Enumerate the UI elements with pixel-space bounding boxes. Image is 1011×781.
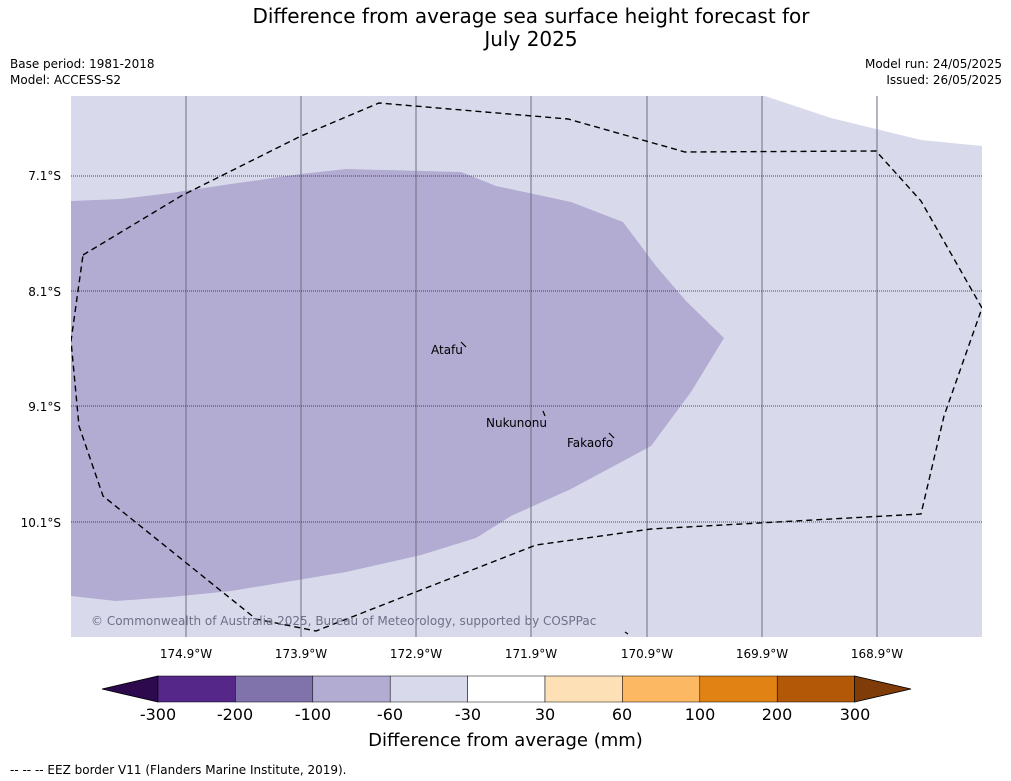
colorbar-tick: -30 (454, 705, 482, 724)
lon-label: 174.9°W (159, 647, 213, 661)
land-mask (765, 96, 982, 146)
place-label-atafu: Atafu (431, 343, 463, 357)
island-nukunonu (542, 410, 546, 417)
map-title-line1: Difference from average sea surface heig… (252, 4, 810, 28)
base-period: Base period: 1981-2018 (10, 57, 155, 71)
colorbar-segment (235, 675, 314, 703)
colorbar-extend-low (101, 675, 159, 703)
colorbar-tick: -300 (139, 705, 177, 724)
meta-left: Base period: 1981-2018 Model: ACCESS-S2 (10, 56, 155, 88)
island-swains (624, 631, 629, 635)
islands (460, 341, 629, 635)
colorbar-tick: 100 (684, 705, 716, 724)
lon-label: 170.9°W (620, 647, 674, 661)
lon-label: 168.9°W (850, 647, 904, 661)
colorbar-tick: -60 (376, 705, 404, 724)
copyright-text: © Commonwealth of Australia 2025, Bureau… (91, 614, 597, 628)
colorbar-segment (157, 675, 236, 703)
place-label-fakaofo: Fakaofo (567, 436, 614, 450)
eez-border (71, 102, 982, 632)
meta-right: Model run: 24/05/2025 Issued: 26/05/2025 (865, 56, 1002, 88)
colorbar-segment (389, 675, 468, 703)
colorbar-label: Difference from average (mm) (368, 730, 643, 751)
model-name: Model: ACCESS-S2 (10, 73, 122, 87)
colorbar-segment (699, 675, 778, 703)
model-run: Model run: 24/05/2025 (864, 57, 1002, 71)
anomaly-region (71, 169, 724, 601)
lat-label: 10.1°S (20, 516, 61, 530)
map-title: Difference from average sea surface heig… (0, 5, 1011, 51)
eez-footnote: -- -- -- EEZ border V11 (Flanders Marine… (10, 763, 347, 777)
map-svg (71, 96, 982, 637)
colorbar-segment (467, 675, 546, 703)
lat-label: 9.1°S (28, 400, 61, 414)
lon-label: 173.9°W (274, 647, 328, 661)
colorbar-tick: -200 (216, 705, 254, 724)
place-label-nukunonu: Nukunonu (486, 416, 547, 430)
map-title-line2: July 2025 (484, 27, 578, 51)
colorbar-segment (622, 675, 701, 703)
colorbar-tick: 300 (839, 705, 871, 724)
island-atafu (460, 341, 467, 348)
colorbar-tick: 200 (761, 705, 793, 724)
colorbar-segment (544, 675, 623, 703)
lat-label: 8.1°S (28, 285, 61, 299)
colorbar-tick: 30 (534, 705, 556, 724)
lon-label: 172.9°W (389, 647, 443, 661)
colorbar-extend-high (854, 675, 912, 703)
issued-date: Issued: 26/05/2025 (886, 73, 1002, 87)
colorbar-segment (312, 675, 391, 703)
lon-label: 169.9°W (735, 647, 789, 661)
colorbar (101, 675, 912, 703)
colorbar-segment (776, 675, 855, 703)
map-panel (71, 96, 982, 637)
colorbar-tick: -100 (294, 705, 332, 724)
island-fakaofo (608, 432, 615, 439)
lat-label: 7.1°S (28, 169, 61, 183)
colorbar-tick: 60 (611, 705, 633, 724)
lon-label: 171.9°W (504, 647, 558, 661)
